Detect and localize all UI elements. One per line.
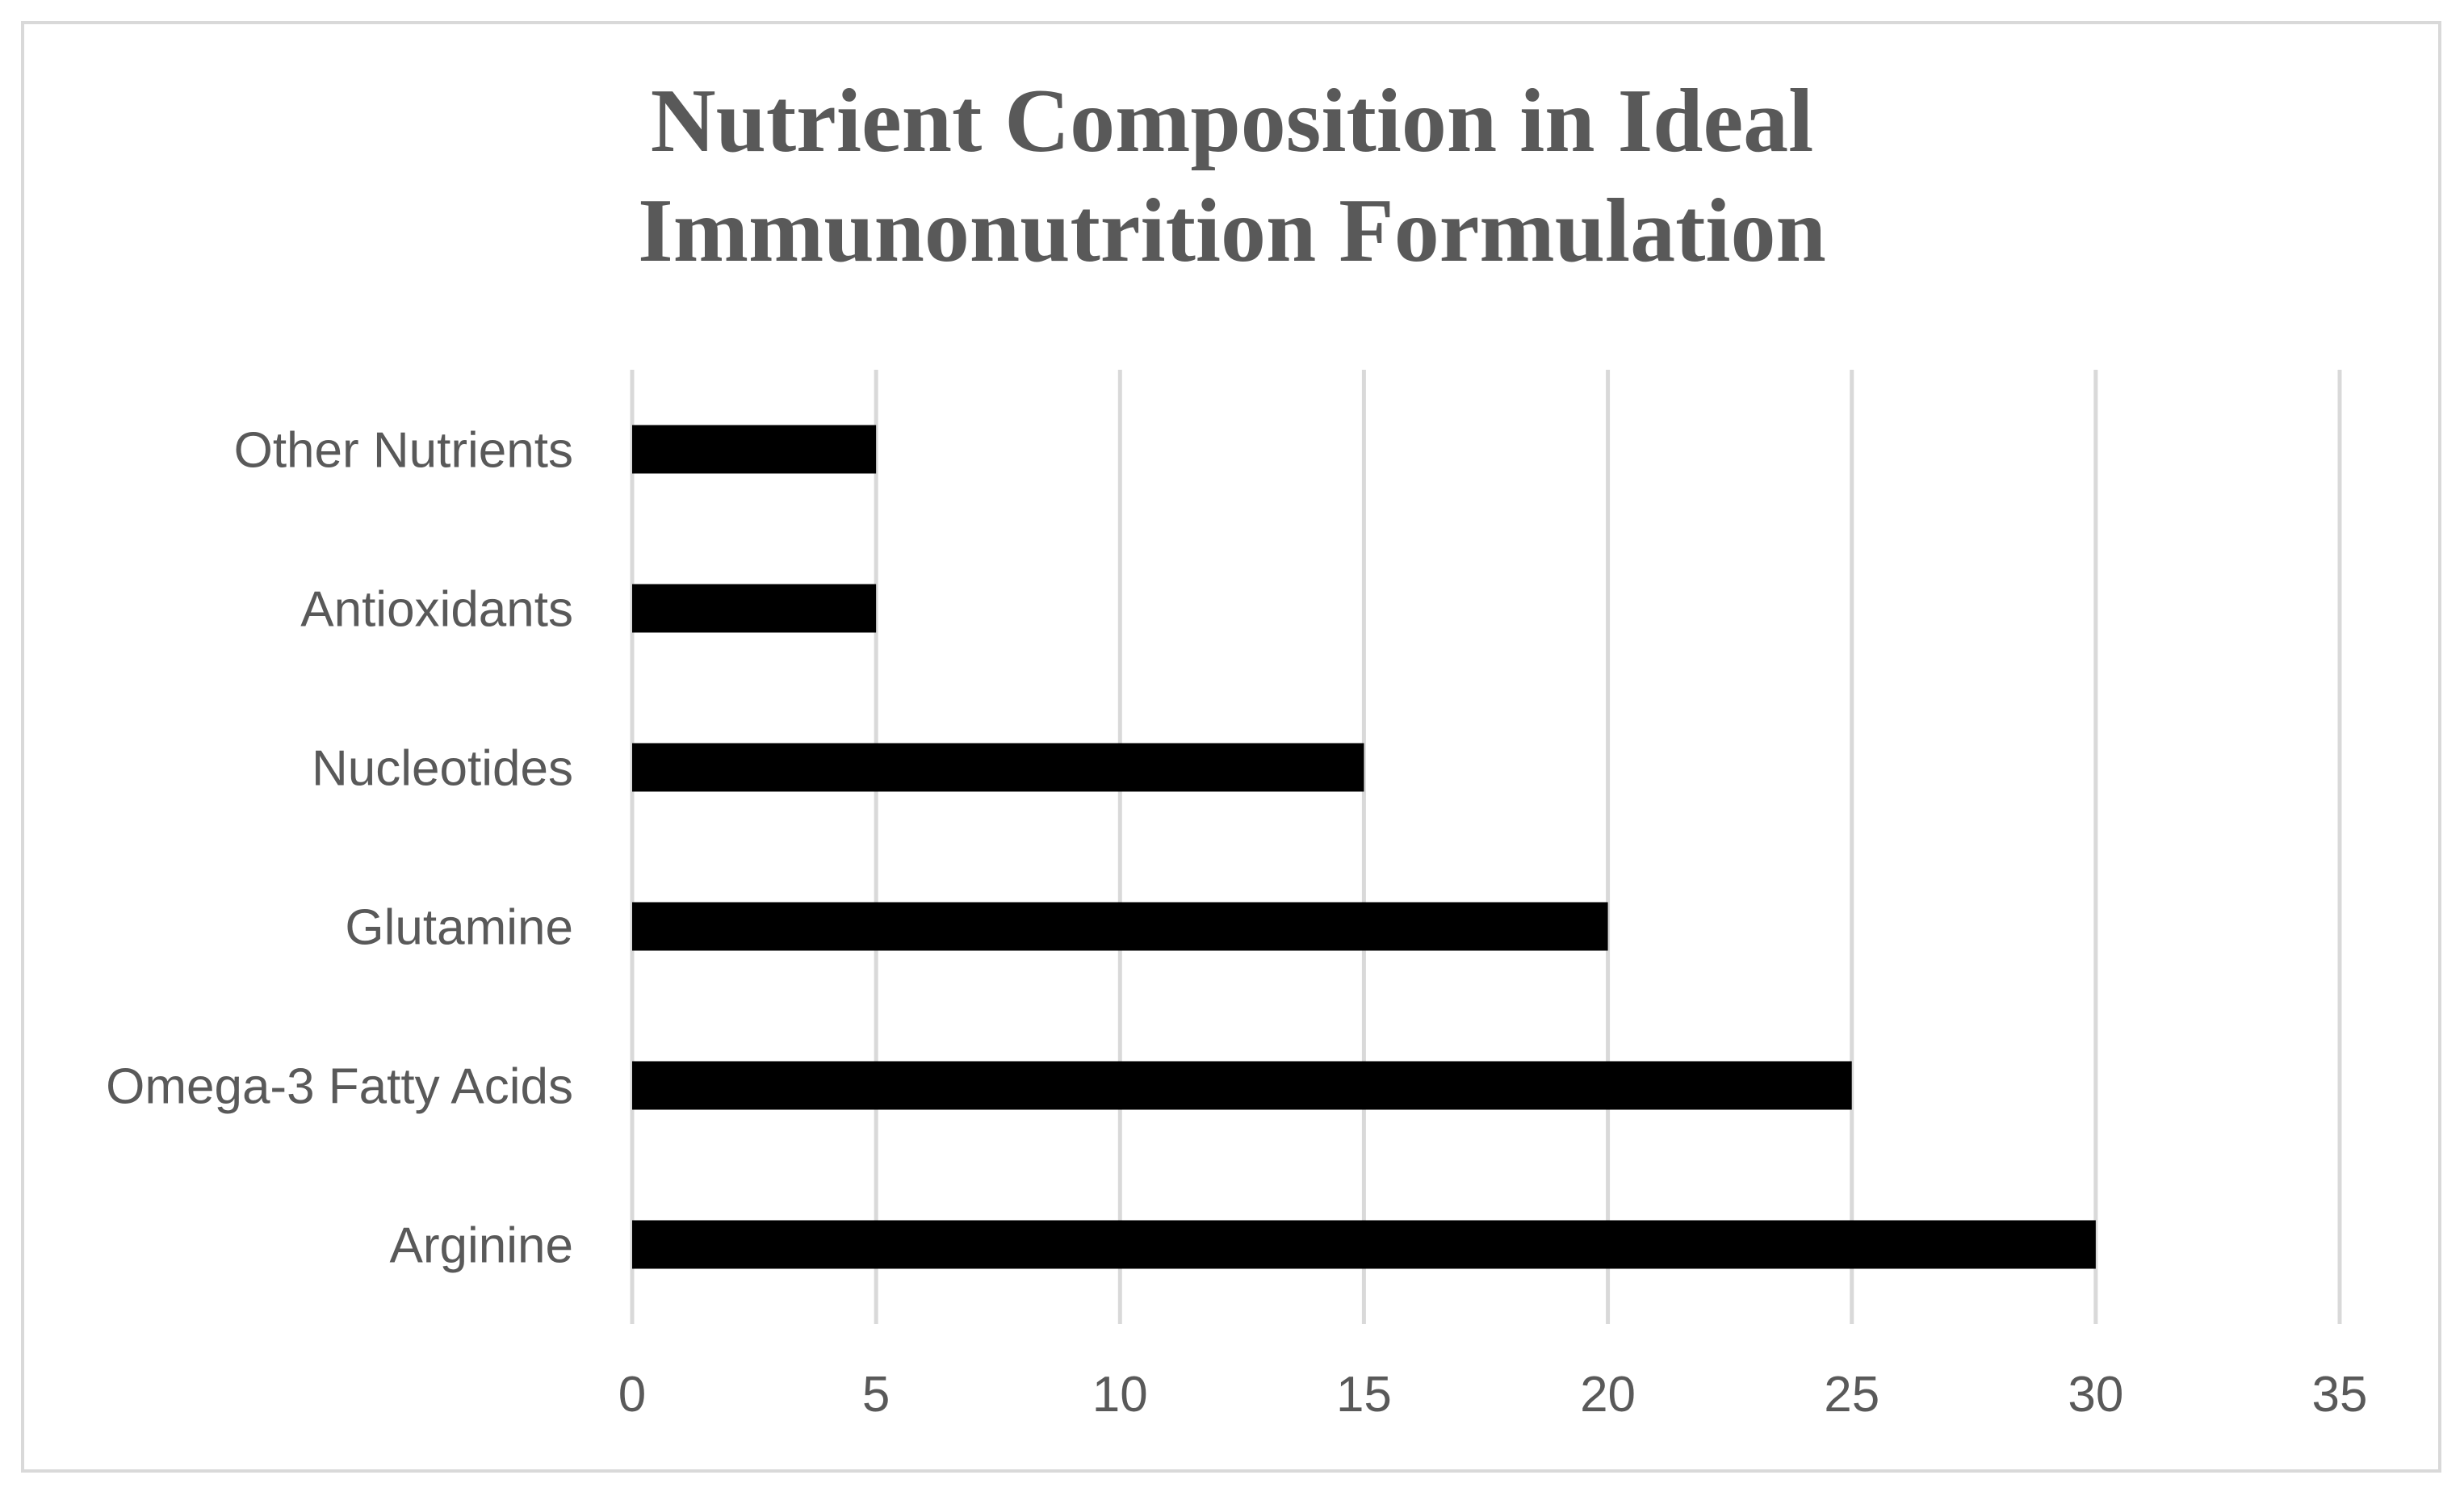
category-label-glutamine: Glutamine: [345, 900, 573, 956]
chart-title-line-1: Nutrient Composition in Ideal: [650, 71, 1814, 171]
x-tick-label-20: 20: [1580, 1367, 1636, 1423]
bar-nucleotides: [632, 743, 1364, 792]
x-tick-label-10: 10: [1092, 1367, 1148, 1423]
bars: [632, 425, 2096, 1269]
category-labels: Arginine Omega-3 Fatty Acids Glutamine Nucl…: [106, 423, 573, 1274]
category-label-arginine: Arginine: [390, 1218, 573, 1274]
bar-antioxidants: [632, 584, 877, 633]
x-tick-label-25: 25: [1824, 1367, 1879, 1423]
bar-omega-3-fatty-acids: [632, 1061, 1852, 1110]
category-label-antioxidants: Antioxidants: [300, 582, 573, 638]
chart-title-line-2: Immunonutrition Formulation: [638, 181, 1826, 281]
category-label-other-nutrients: Other Nutrients: [234, 423, 573, 479]
gridlines: [630, 370, 2342, 1324]
x-tick-label-5: 5: [862, 1367, 890, 1423]
category-label-omega-3-fatty-acids: Omega-3 Fatty Acids: [106, 1059, 573, 1115]
bar-arginine: [632, 1220, 2096, 1269]
x-tick-label-15: 15: [1336, 1367, 1392, 1423]
bar-glutamine: [632, 902, 1608, 951]
bar-other-nutrients: [632, 425, 877, 474]
chart-title: Nutrient Composition in Ideal Immunonutr…: [0, 66, 2464, 286]
x-tick-label-30: 30: [2068, 1367, 2123, 1423]
x-tick-label-0: 0: [618, 1367, 646, 1423]
category-label-nucleotides: Nucleotides: [312, 741, 573, 797]
x-tick-label-35: 35: [2312, 1367, 2368, 1423]
x-tick-labels: 0 5 10 15 20 25 30 35: [618, 1367, 2368, 1423]
